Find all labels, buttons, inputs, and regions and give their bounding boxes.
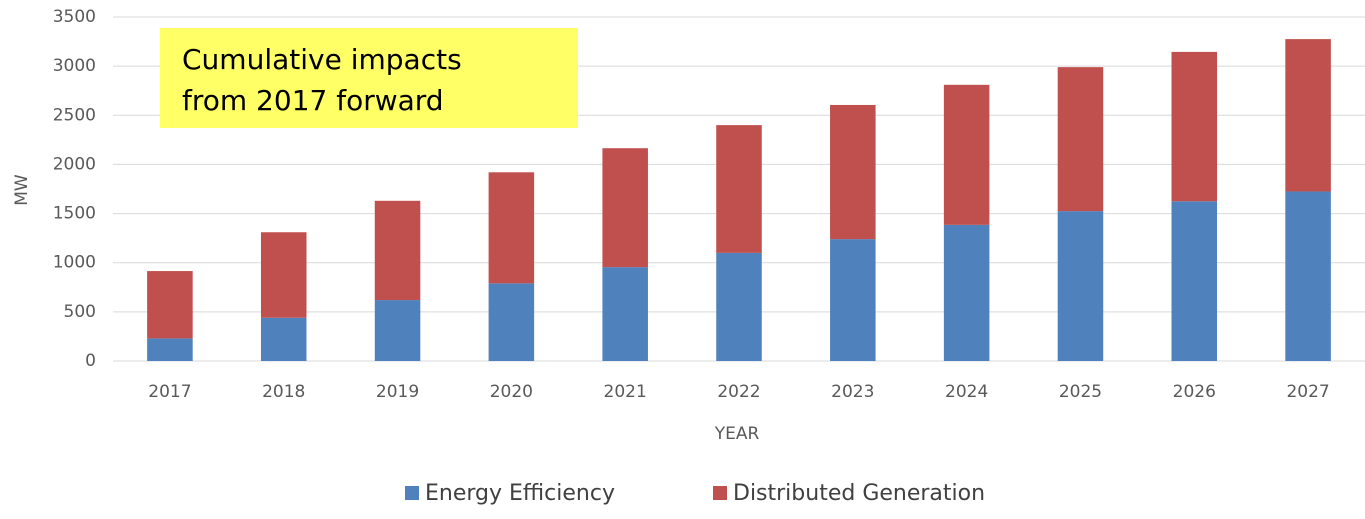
- bar-segment: [1171, 51, 1218, 202]
- bar-segment: [260, 317, 307, 361]
- bar-segment: [1285, 39, 1331, 192]
- x-tick-label: 2024: [945, 382, 988, 402]
- bar-segment: [488, 283, 535, 361]
- x-tick-label: 2017: [148, 382, 191, 402]
- x-tick-label: 2022: [717, 382, 760, 402]
- bar-segment: [716, 252, 762, 361]
- bar-segment: [260, 232, 307, 318]
- bar-segment: [374, 300, 421, 361]
- y-tick-label: 1000: [53, 253, 96, 273]
- bar-segment: [716, 125, 762, 253]
- x-tick-label: 2021: [604, 382, 647, 402]
- bar-segment: [1057, 211, 1104, 361]
- bar-segment: [830, 104, 876, 240]
- annotation-line: Cumulative impacts: [182, 43, 462, 76]
- x-tick-label: 2026: [1173, 382, 1216, 402]
- y-tick-label: 3000: [53, 56, 96, 76]
- legend-swatch: [713, 486, 727, 500]
- x-tick-label: 2018: [262, 382, 305, 402]
- bar-segment: [147, 338, 193, 361]
- legend-label: Distributed Generation: [733, 481, 985, 506]
- bar-segment: [1057, 67, 1104, 212]
- bar-segment: [943, 224, 990, 361]
- bar-segment: [602, 267, 648, 361]
- y-tick-label: 2000: [53, 154, 96, 174]
- x-tick-label: 2019: [376, 382, 419, 402]
- y-tick-label: 500: [64, 302, 96, 322]
- y-axis-label: MW: [12, 174, 32, 206]
- bar-segment: [602, 148, 648, 268]
- annotation-line: from 2017 forward: [182, 84, 444, 117]
- x-tick-label: 2023: [831, 382, 874, 402]
- bar-segment: [1171, 201, 1218, 361]
- bar-segment: [1285, 191, 1331, 361]
- x-tick-label: 2027: [1286, 382, 1329, 402]
- y-tick-label: 2500: [53, 105, 96, 125]
- bar-segment: [147, 271, 193, 339]
- y-tick-label: 1500: [53, 204, 96, 224]
- x-tick-label: 2020: [490, 382, 533, 402]
- legend-label: Energy Efficiency: [425, 481, 615, 506]
- x-axis-label: YEAR: [714, 424, 760, 444]
- bar-segment: [374, 200, 421, 301]
- bar-segment: [943, 84, 990, 225]
- y-tick-label: 0: [85, 351, 96, 371]
- bar-segment: [830, 239, 876, 361]
- legend-swatch: [405, 486, 419, 500]
- x-tick-label: 2025: [1059, 382, 1102, 402]
- y-tick-label: 3500: [53, 7, 96, 27]
- bar-segment: [488, 172, 535, 284]
- annotation-box: [160, 28, 578, 128]
